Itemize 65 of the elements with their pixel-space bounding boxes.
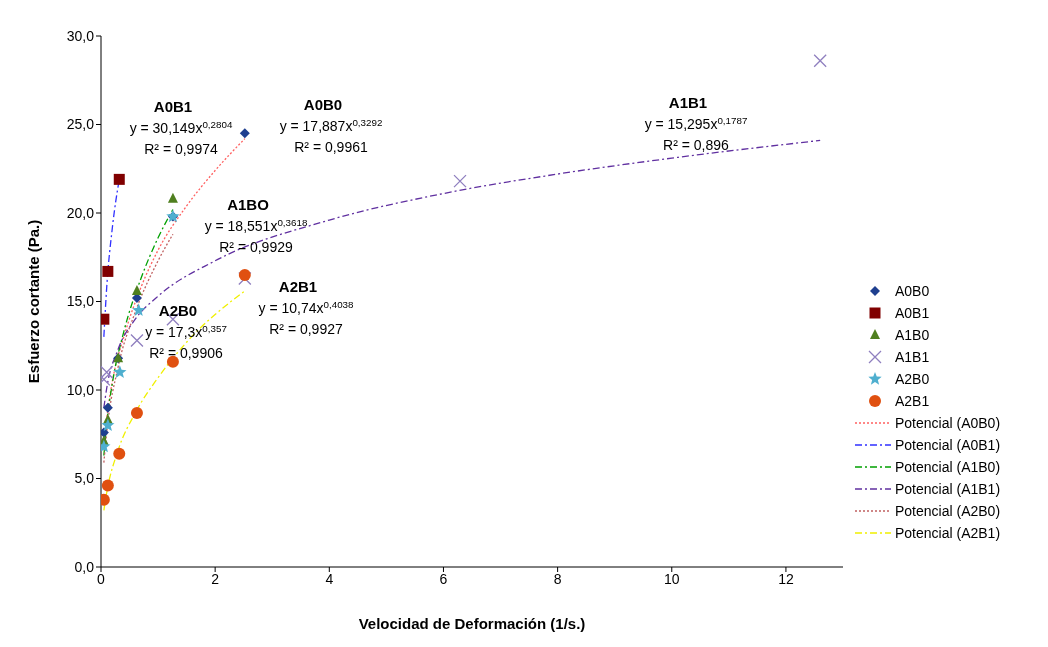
annotation: A0B0 (303, 96, 343, 113)
point (101, 479, 114, 492)
point (130, 333, 144, 348)
annotation: R² = 0,896 (663, 137, 730, 153)
annotation: A1BO (227, 196, 270, 213)
legend-label: A2B0 (895, 371, 930, 387)
y-tick-label: 25,0 (66, 116, 95, 133)
annotation: R² = 0,9929 (219, 239, 293, 255)
annotation: R² = 0,9927 (269, 321, 343, 337)
legend-label: Potencial (A2B1) (895, 525, 1001, 541)
point (238, 268, 251, 281)
annotation: A1B1 (668, 94, 708, 111)
y-tick-label: 20,0 (66, 204, 95, 221)
annotation: A2B0 (158, 302, 198, 319)
point (166, 355, 179, 368)
point (102, 265, 114, 277)
point (239, 128, 250, 139)
x-tick-label: 2 (211, 570, 220, 587)
legend-label: Potencial (A1B0) (895, 459, 1001, 475)
y-tick-label: 30,0 (66, 27, 95, 44)
legend-label: Potencial (A0B1) (895, 437, 1001, 453)
x-tick-label: 8 (553, 570, 562, 587)
line-series (103, 290, 246, 512)
y-tick-label: 0,0 (74, 558, 95, 575)
point (130, 407, 143, 420)
y-tick-label: 5,0 (74, 470, 95, 487)
annotation: R² = 0,9961 (294, 139, 368, 155)
annotation: R² = 0,9974 (144, 141, 218, 157)
y-tick-label: 10,0 (66, 381, 95, 398)
annotation: y = 17,3x$^{0,357}$ (145, 322, 227, 340)
x-tick-label: 6 (439, 570, 448, 587)
point (113, 447, 126, 460)
x-tick-label: 12 (778, 570, 794, 587)
point (101, 418, 115, 432)
x-tick-label: 4 (325, 570, 334, 587)
point (101, 365, 114, 379)
point (453, 174, 467, 188)
annotation: R² = 0,9906 (149, 345, 223, 361)
annotation: y = 30,149x$^{0,2804}$ (129, 118, 233, 136)
x-tick-label: 10 (663, 570, 680, 587)
annotation: y = 18,551x$^{0,3618}$ (204, 216, 308, 234)
legend-label: Potencial (A0B0) (895, 415, 1001, 431)
y-tick-label: 15,0 (66, 293, 95, 310)
legend-label: Potencial (A2B0) (895, 503, 1001, 519)
point (113, 365, 127, 378)
x-tick-label: 0 (97, 570, 106, 587)
legend-label: A0B0 (895, 283, 930, 299)
point (131, 284, 142, 295)
annotation: y = 17,887x$^{0,3292}$ (279, 116, 383, 134)
annotation: y = 15,295x$^{0,1787}$ (644, 114, 748, 132)
point (167, 192, 178, 203)
point (132, 303, 146, 317)
annotation: y = 10,74x$^{0,4038}$ (258, 298, 355, 316)
legend-label: A1B0 (895, 327, 930, 343)
annotation: A0B1 (153, 98, 193, 115)
legend-label: A2B1 (895, 393, 930, 409)
point (813, 54, 827, 68)
legend-label: Potencial (A1B1) (895, 481, 1001, 497)
legend-label: A0B1 (895, 305, 930, 321)
legend-label: A1B1 (895, 349, 930, 365)
point (102, 402, 113, 413)
y-axis-title: Esfuerzo cortante (Pa.) (25, 219, 43, 384)
x-axis-title: Velocidad de Deformación (1/s.) (358, 615, 586, 632)
point (113, 173, 125, 185)
annotation: A2B1 (278, 278, 318, 295)
